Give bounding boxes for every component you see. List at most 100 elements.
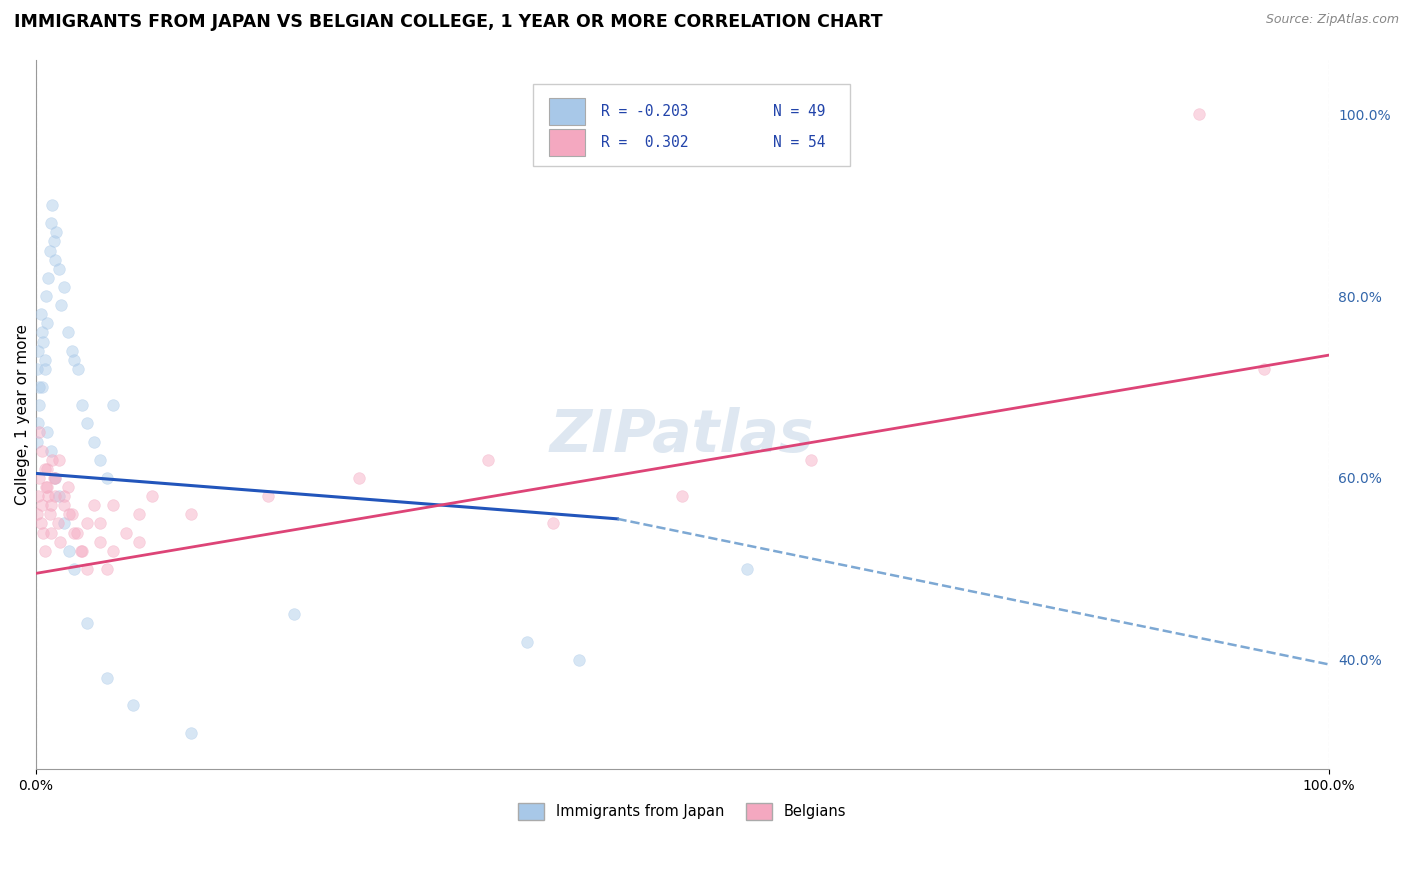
Point	[27, 489, 49, 503]
Text: R = -0.203: R = -0.203	[600, 103, 688, 119]
Point	[37, 316, 59, 330]
Point	[516, 634, 538, 648]
Point	[28, 398, 51, 412]
Point	[53, 280, 76, 294]
Point	[89, 534, 111, 549]
Point	[76, 417, 98, 431]
Point	[44, 471, 66, 485]
Point	[25, 508, 48, 522]
Point	[56, 326, 79, 340]
Point	[56, 480, 79, 494]
Point	[76, 616, 98, 631]
Point	[53, 498, 76, 512]
Point	[76, 516, 98, 531]
Point	[101, 543, 124, 558]
Point	[800, 452, 823, 467]
Point	[89, 516, 111, 531]
Point	[46, 516, 69, 531]
Point	[121, 698, 143, 713]
Point	[37, 462, 59, 476]
Text: IMMIGRANTS FROM JAPAN VS BELGIAN COLLEGE, 1 YEAR OR MORE CORRELATION CHART: IMMIGRANTS FROM JAPAN VS BELGIAN COLLEGE…	[14, 13, 883, 31]
Point	[39, 443, 62, 458]
Point	[70, 398, 93, 412]
Point	[41, 198, 63, 212]
Point	[48, 489, 70, 503]
Point	[128, 534, 150, 549]
Point	[83, 434, 105, 449]
Point	[39, 525, 62, 540]
Point	[70, 543, 93, 558]
Y-axis label: College, 1 year or more: College, 1 year or more	[15, 324, 30, 505]
Point	[39, 216, 62, 230]
FancyBboxPatch shape	[548, 129, 585, 156]
Point	[32, 525, 55, 540]
Point	[25, 361, 48, 376]
Point	[34, 462, 56, 476]
Point	[101, 398, 124, 412]
Point	[60, 508, 83, 522]
Point	[347, 471, 370, 485]
Point	[37, 271, 59, 285]
Point	[96, 671, 118, 685]
Point	[58, 508, 80, 522]
Point	[25, 434, 48, 449]
Point	[48, 261, 70, 276]
Point	[101, 498, 124, 512]
Point	[180, 725, 202, 739]
Point	[51, 298, 73, 312]
FancyBboxPatch shape	[533, 85, 851, 166]
Text: R =  0.302: R = 0.302	[600, 135, 688, 150]
Point	[27, 343, 49, 358]
Point	[568, 653, 591, 667]
Point	[128, 508, 150, 522]
Point	[60, 343, 83, 358]
Point	[671, 489, 693, 503]
Point	[477, 452, 499, 467]
Point	[31, 498, 53, 512]
Point	[53, 516, 76, 531]
Point	[35, 480, 58, 494]
Point	[42, 471, 65, 485]
Point	[67, 361, 90, 376]
Point	[31, 326, 53, 340]
Point	[541, 516, 564, 531]
FancyBboxPatch shape	[548, 98, 585, 125]
Point	[28, 380, 51, 394]
Point	[257, 489, 280, 503]
Point	[30, 516, 52, 531]
Point	[34, 361, 56, 376]
Point	[32, 334, 55, 349]
Point	[37, 489, 59, 503]
Point	[1188, 107, 1211, 121]
Point	[141, 489, 163, 503]
Text: N = 49: N = 49	[773, 103, 825, 119]
Point	[44, 471, 66, 485]
Point	[96, 471, 118, 485]
Point	[37, 480, 59, 494]
Text: N = 54: N = 54	[773, 135, 825, 150]
Point	[35, 289, 58, 303]
Point	[44, 489, 66, 503]
Point	[44, 252, 66, 267]
Point	[30, 307, 52, 321]
Point	[53, 489, 76, 503]
Point	[69, 543, 91, 558]
Point	[31, 443, 53, 458]
Point	[27, 417, 49, 431]
Point	[283, 607, 305, 622]
Point	[63, 352, 86, 367]
Point	[66, 525, 89, 540]
Point	[42, 235, 65, 249]
Point	[735, 562, 758, 576]
Text: Source: ZipAtlas.com: Source: ZipAtlas.com	[1265, 13, 1399, 27]
Point	[63, 525, 86, 540]
Point	[89, 452, 111, 467]
Point	[48, 452, 70, 467]
Point	[34, 352, 56, 367]
Point	[31, 380, 53, 394]
Point	[1253, 361, 1275, 376]
Point	[41, 452, 63, 467]
Point	[37, 425, 59, 440]
Point	[34, 543, 56, 558]
Point	[180, 508, 202, 522]
